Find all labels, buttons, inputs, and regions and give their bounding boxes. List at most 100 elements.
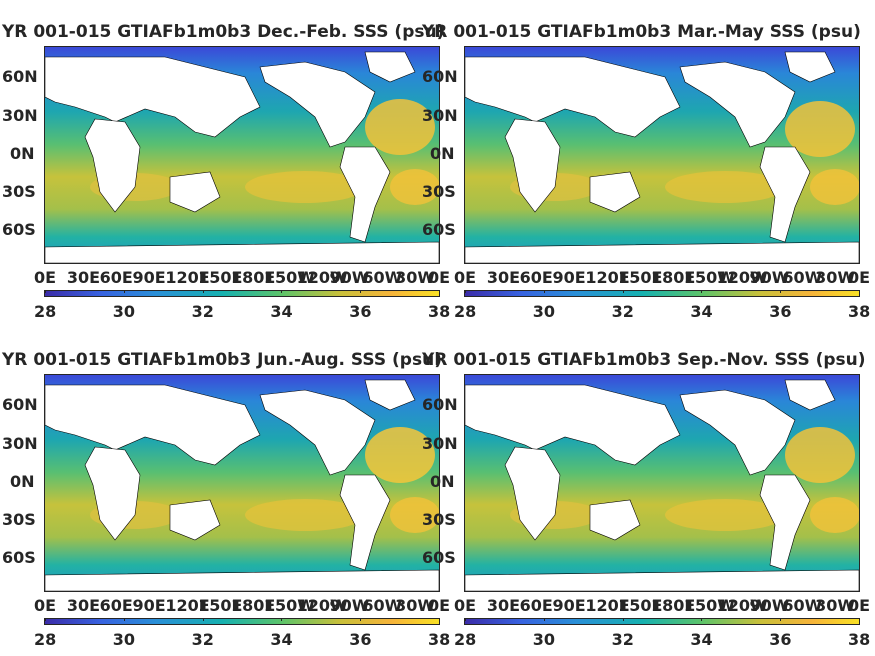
panel-title: YR 001-015 GTIAFb1m0b3 Jun.-Aug. SSS (ps… bbox=[2, 350, 442, 370]
lon-tick: 120E bbox=[165, 268, 210, 287]
lon-tick: 0E bbox=[428, 268, 451, 287]
map-svg bbox=[465, 47, 859, 263]
lat-tick: 60S bbox=[422, 548, 456, 567]
high-salinity-south-atlantic bbox=[810, 169, 859, 205]
lon-tick: 150W bbox=[263, 596, 315, 615]
colorbar-tick-mark bbox=[45, 618, 46, 621]
lon-tick: 150E bbox=[618, 268, 663, 287]
colorbar bbox=[44, 618, 440, 625]
lon-tick: 30E bbox=[486, 596, 521, 615]
lon-tick: 60E bbox=[519, 268, 553, 287]
lon-tick: 30W bbox=[395, 596, 436, 615]
colorbar-tick-mark bbox=[859, 290, 860, 293]
colorbar-tick-label: 38 bbox=[428, 630, 451, 649]
land-eurasia bbox=[465, 56, 681, 138]
colorbar-tick-row: 28 30 32 34 36 38 bbox=[30, 302, 450, 322]
colorbar bbox=[464, 290, 860, 297]
lon-tick: 0E bbox=[34, 596, 57, 615]
land-antarctica bbox=[45, 569, 439, 591]
lon-tick: 90E bbox=[552, 268, 586, 287]
lon-tick: 60E bbox=[99, 596, 133, 615]
colorbar-tick-label: 38 bbox=[428, 302, 451, 321]
land-greenland bbox=[784, 379, 836, 411]
lon-tick: 150E bbox=[618, 596, 663, 615]
colorbar-tick-row: 28 30 32 34 36 38 bbox=[450, 302, 870, 322]
high-salinity-south-pacific bbox=[245, 499, 365, 531]
land-eurasia bbox=[45, 56, 261, 138]
lon-tick: 180E bbox=[651, 268, 696, 287]
colorbar-tick-mark bbox=[543, 290, 545, 293]
lon-tick: 0E bbox=[428, 596, 451, 615]
colorbar-tick-label: 32 bbox=[191, 302, 214, 321]
lon-tick: 120W bbox=[296, 596, 348, 615]
high-salinity-atlantic bbox=[365, 427, 435, 483]
colorbar-tick-mark bbox=[622, 618, 624, 621]
colorbar-tick-mark bbox=[202, 618, 204, 621]
lat-tick: 60S bbox=[2, 220, 36, 239]
lon-tick: 0E bbox=[34, 268, 57, 287]
colorbar-tick-label: 36 bbox=[349, 630, 372, 649]
land-south-america bbox=[759, 146, 811, 243]
lon-tick: 0E bbox=[848, 596, 871, 615]
lon-tick: 60E bbox=[99, 268, 133, 287]
lat-tick: 30S bbox=[2, 182, 36, 201]
lon-tick: 90W bbox=[329, 268, 370, 287]
panel-title: YR 001-015 GTIAFb1m0b3 Mar.-May SSS (psu… bbox=[422, 22, 861, 42]
lat-tick: 60S bbox=[422, 220, 456, 239]
lon-tick: 30W bbox=[395, 268, 436, 287]
panel-sep-nov: YR 001-015 GTIAFb1m0b3 Sep.-Nov. SSS (ps… bbox=[420, 328, 870, 656]
colorbar-tick-mark bbox=[859, 618, 860, 621]
colorbar-tick-mark bbox=[439, 618, 440, 621]
sss-map bbox=[464, 374, 860, 592]
lon-tick: 90E bbox=[552, 596, 586, 615]
panel-title: YR 001-015 GTIAFb1m0b3 Dec.-Feb. SSS (ps… bbox=[2, 22, 445, 42]
colorbar-tick-mark bbox=[780, 290, 782, 293]
colorbar-tick-label: 38 bbox=[848, 302, 871, 321]
colorbar-tick-label: 32 bbox=[611, 630, 634, 649]
high-salinity-atlantic bbox=[785, 101, 855, 157]
lon-tick: 120E bbox=[585, 268, 630, 287]
land-africa bbox=[504, 446, 561, 541]
lat-tick: 60S bbox=[2, 548, 36, 567]
colorbar-tick-label: 30 bbox=[112, 302, 136, 321]
lon-tick: 60W bbox=[362, 268, 403, 287]
lon-tick: 60W bbox=[782, 268, 823, 287]
lon-tick: 150W bbox=[683, 596, 735, 615]
lon-tick: 120E bbox=[585, 596, 630, 615]
colorbar-tick-label: 30 bbox=[532, 302, 556, 321]
land-eurasia bbox=[465, 384, 681, 466]
lat-tick: 60N bbox=[422, 67, 458, 86]
land-eurasia bbox=[45, 384, 261, 466]
lon-tick: 30W bbox=[815, 268, 856, 287]
lat-tick: 60N bbox=[2, 395, 38, 414]
sss-map bbox=[464, 46, 860, 264]
lon-tick-row: 0E 30E 60E 90E 120E 150E 180E 150W 120W 90W 60W 30W… bbox=[450, 596, 870, 616]
land-north-america bbox=[679, 61, 796, 148]
lat-tick: 30N bbox=[2, 434, 38, 453]
colorbar-tick-label: 34 bbox=[270, 302, 293, 321]
lat-tick: 60N bbox=[422, 395, 458, 414]
land-africa bbox=[84, 446, 141, 541]
colorbar-tick-mark bbox=[45, 290, 46, 293]
lat-tick: 30N bbox=[422, 434, 458, 453]
lat-tick: 0N bbox=[430, 144, 455, 163]
lat-tick: 30S bbox=[422, 510, 456, 529]
land-north-america bbox=[679, 389, 796, 476]
colorbar-tick-mark bbox=[202, 290, 204, 293]
colorbar-tick-label: 36 bbox=[769, 302, 792, 321]
colorbar-tick-label: 36 bbox=[769, 630, 792, 649]
colorbar bbox=[464, 618, 860, 625]
lon-tick: 150W bbox=[263, 268, 315, 287]
colorbar-tick-label: 28 bbox=[454, 302, 477, 321]
high-salinity-south-pacific bbox=[245, 171, 365, 203]
land-greenland bbox=[784, 51, 836, 83]
high-salinity-atlantic bbox=[785, 427, 855, 483]
lat-tick: 30N bbox=[422, 106, 458, 125]
colorbar bbox=[44, 290, 440, 297]
lon-tick: 90E bbox=[132, 268, 166, 287]
lon-tick: 90W bbox=[749, 268, 790, 287]
colorbar-tick-mark bbox=[123, 290, 125, 293]
land-australia bbox=[589, 171, 641, 213]
colorbar-tick-label: 32 bbox=[191, 630, 214, 649]
lon-tick-row: 0E 30E 60E 90E 120E 150E 180E 150W 120W 90W 60W 30W… bbox=[30, 596, 450, 616]
